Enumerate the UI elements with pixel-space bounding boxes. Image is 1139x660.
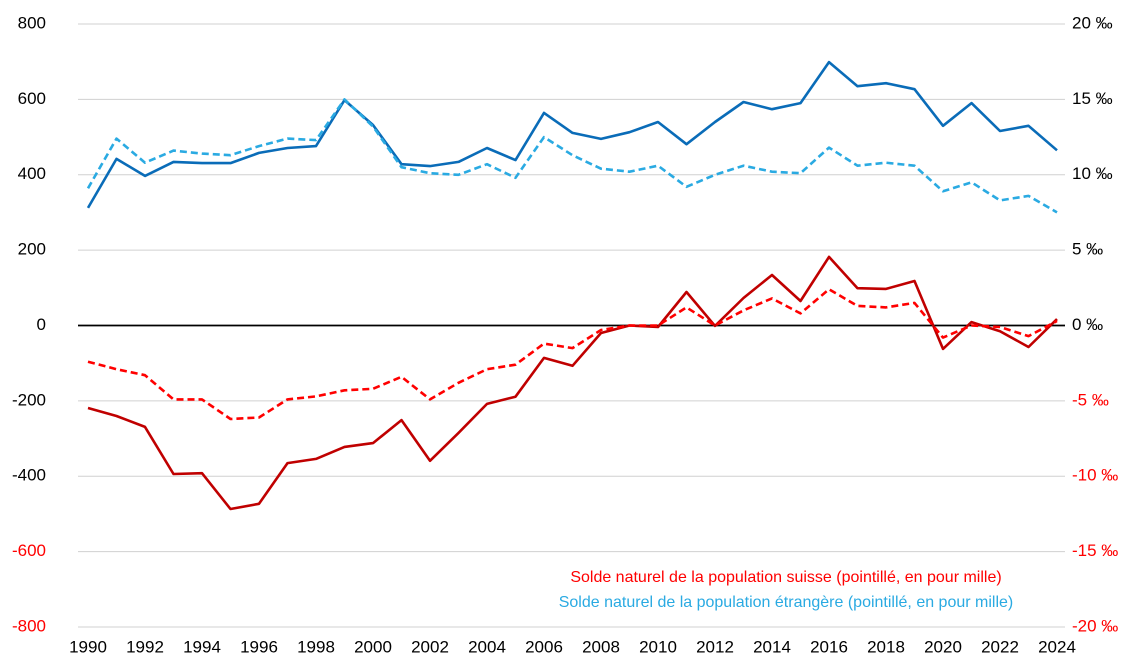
x-tick-label: 1992 xyxy=(126,637,164,656)
y2-tick-label: -20 ‰ xyxy=(1072,616,1118,635)
x-tick-label: 2006 xyxy=(525,637,563,656)
y-tick-label: 800 xyxy=(18,13,46,32)
y2-tick-label: 0 ‰ xyxy=(1072,315,1103,334)
y2-tick-label: -10 ‰ xyxy=(1072,466,1118,485)
y2-tick-label: 5 ‰ xyxy=(1072,240,1103,259)
y-tick-label: 0 xyxy=(37,315,46,334)
y2-tick-label: 10 ‰ xyxy=(1072,164,1113,183)
y-tick-label: 600 xyxy=(18,89,46,108)
y-tick-label: 200 xyxy=(18,240,46,259)
x-tick-label: 2012 xyxy=(696,637,734,656)
series-line xyxy=(87,255,1058,511)
x-tick-label: 2010 xyxy=(639,637,677,656)
y-tick-label: -800 xyxy=(12,616,46,635)
x-tick-label: 2002 xyxy=(411,637,449,656)
series-line xyxy=(86,60,1058,209)
series-line xyxy=(87,287,1058,421)
x-tick-label: 2022 xyxy=(981,637,1019,656)
y-tick-label: -400 xyxy=(12,466,46,485)
x-tick-label: 2018 xyxy=(867,637,905,656)
series-line xyxy=(86,98,1058,214)
x-tick-label: 2004 xyxy=(468,637,506,656)
x-tick-label: 1990 xyxy=(69,637,107,656)
x-tick-label: 2000 xyxy=(354,637,392,656)
y-tick-label: 400 xyxy=(18,164,46,183)
legend-entry: Solde naturel de la population étrangère… xyxy=(559,594,1014,611)
x-tick-label: 1994 xyxy=(183,637,221,656)
x-tick-label: 2016 xyxy=(810,637,848,656)
x-tick-label: 2014 xyxy=(753,637,791,656)
y2-tick-label: -5 ‰ xyxy=(1072,390,1109,409)
y2-tick-label: -15 ‰ xyxy=(1072,541,1118,560)
x-tick-label: 1996 xyxy=(240,637,278,656)
x-tick-label: 2024 xyxy=(1038,637,1076,656)
legend: Solde naturel de la population suisse (p… xyxy=(559,569,1014,611)
x-tick-label: 2008 xyxy=(582,637,620,656)
y2-tick-label: 20 ‰ xyxy=(1072,13,1113,32)
x-tick-label: 1998 xyxy=(297,637,335,656)
y-tick-label: -600 xyxy=(12,541,46,560)
y-tick-label: -200 xyxy=(12,390,46,409)
y2-tick-label: 15 ‰ xyxy=(1072,89,1113,108)
legend-entry: Solde naturel de la population suisse (p… xyxy=(570,569,1001,586)
x-tick-label: 2020 xyxy=(924,637,962,656)
